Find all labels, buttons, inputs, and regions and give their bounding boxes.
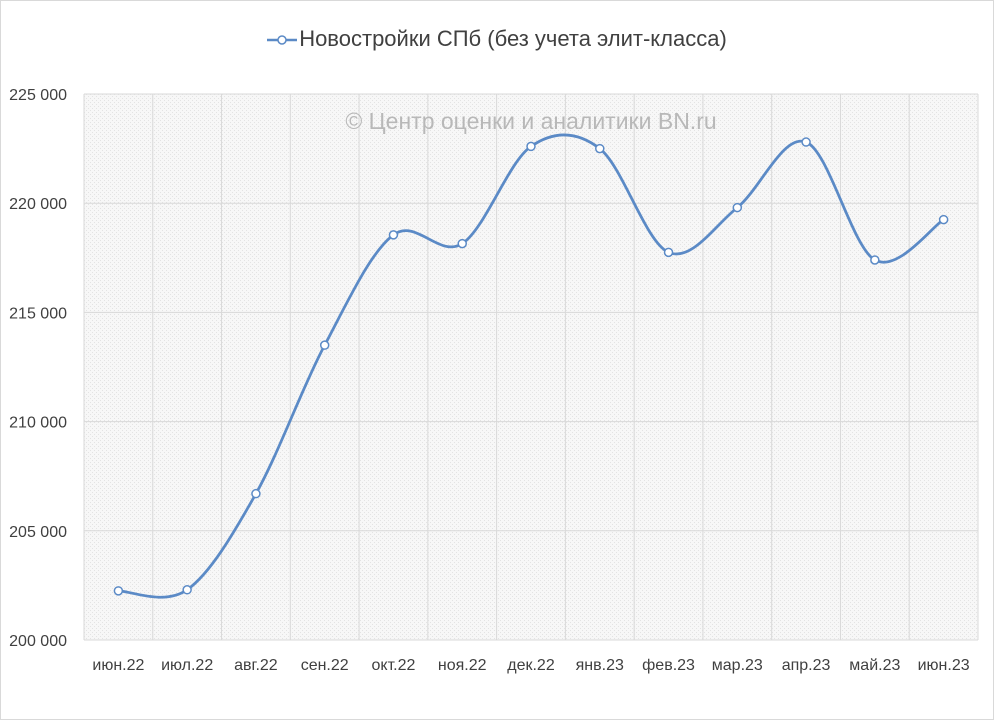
y-tick-label: 210 000 — [9, 415, 67, 432]
x-tick-label: окт.22 — [372, 657, 416, 674]
watermark: © Центр оценки и аналитики BN.ru — [345, 108, 716, 134]
x-tick-label: май.23 — [849, 657, 900, 674]
x-tick-label: дек.22 — [507, 657, 555, 674]
plot-area — [84, 94, 978, 640]
x-tick-label: сен.22 — [301, 657, 349, 674]
data-point — [870, 255, 880, 265]
data-point — [457, 238, 467, 249]
legend-label: Новостройки СПб (без учета элит-класса) — [299, 26, 727, 51]
data-point — [595, 143, 605, 154]
x-tick-label: июн.23 — [918, 657, 970, 674]
x-tick-label: апр.23 — [782, 657, 831, 674]
y-tick-label: 225 000 — [9, 87, 67, 104]
legend-line-marker-icon — [267, 35, 298, 45]
data-point — [113, 586, 124, 596]
data-points — [113, 137, 949, 596]
data-point — [663, 247, 674, 258]
x-tick-label: июл.22 — [161, 657, 213, 674]
y-tick-label: 200 000 — [9, 633, 67, 650]
data-point — [801, 137, 811, 147]
legend: Новостройки СПб (без учета элит-класса) — [0, 26, 994, 52]
x-tick-label: июн.22 — [92, 657, 144, 674]
x-tick-label: фев.23 — [642, 657, 695, 674]
y-axis: 200 000 205 000 210 000 215 000 220 000 225 0… — [9, 87, 67, 650]
x-tick-label: янв.23 — [576, 657, 624, 674]
x-axis: июн.22 июл.22 авг.22 сен.22 окт.22 ноя.22 дек.… — [92, 657, 969, 674]
data-point — [526, 141, 536, 152]
data-point — [732, 202, 743, 213]
y-tick-label: 205 000 — [9, 524, 67, 541]
data-point — [319, 340, 330, 350]
data-point — [251, 488, 261, 499]
data-point — [938, 214, 949, 225]
data-point — [388, 230, 399, 240]
y-tick-label: 215 000 — [9, 305, 67, 322]
x-tick-label: ноя.22 — [438, 657, 487, 674]
y-tick-label: 220 000 — [9, 196, 67, 213]
x-tick-label: авг.22 — [234, 657, 278, 674]
data-point — [182, 585, 192, 595]
x-tick-label: мар.23 — [712, 657, 763, 674]
